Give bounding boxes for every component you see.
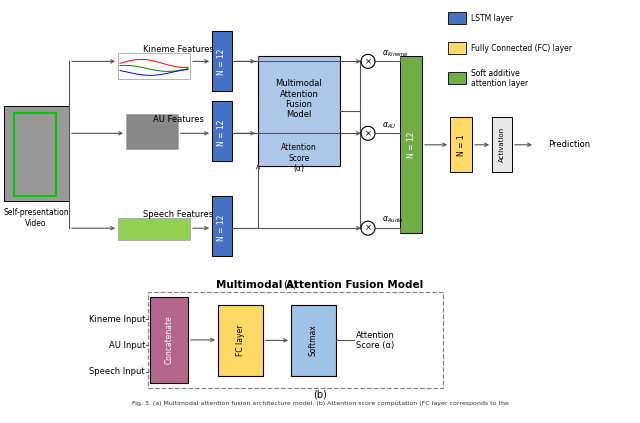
FancyBboxPatch shape xyxy=(291,305,336,376)
Text: Soft additive
attention layer: Soft additive attention layer xyxy=(471,69,528,88)
FancyBboxPatch shape xyxy=(118,218,190,240)
Text: $\alpha_{Kineme}$: $\alpha_{Kineme}$ xyxy=(382,48,409,59)
Text: ×: × xyxy=(365,129,371,138)
Text: Self-presentation
Video: Self-presentation Video xyxy=(3,208,69,228)
Text: Attention
Score (α): Attention Score (α) xyxy=(356,331,395,350)
FancyBboxPatch shape xyxy=(212,31,232,91)
Text: (a): (a) xyxy=(283,279,297,289)
Text: AU Input: AU Input xyxy=(109,341,145,350)
Text: FC layer: FC layer xyxy=(236,325,245,356)
Text: Kineme Input: Kineme Input xyxy=(88,315,145,324)
Text: Prediction: Prediction xyxy=(548,140,590,149)
Text: LSTM layer: LSTM layer xyxy=(471,14,513,23)
Text: N = 12: N = 12 xyxy=(218,48,227,74)
Text: N = 12: N = 12 xyxy=(218,120,227,146)
Text: N = 1: N = 1 xyxy=(456,134,465,156)
FancyBboxPatch shape xyxy=(400,56,422,233)
FancyBboxPatch shape xyxy=(448,42,466,55)
FancyBboxPatch shape xyxy=(218,305,263,376)
FancyBboxPatch shape xyxy=(212,196,232,256)
Text: Fully Connected (FC) layer: Fully Connected (FC) layer xyxy=(471,44,572,53)
Text: ×: × xyxy=(365,224,371,233)
Text: Speech Input: Speech Input xyxy=(90,367,145,376)
Text: Multimodal
Attention
Fusion
Model: Multimodal Attention Fusion Model xyxy=(276,79,323,119)
Text: Speech Features: Speech Features xyxy=(143,210,213,219)
FancyBboxPatch shape xyxy=(126,114,178,149)
FancyBboxPatch shape xyxy=(4,106,69,201)
Text: N = 12: N = 12 xyxy=(406,132,415,158)
Text: $\alpha_{Audio}$: $\alpha_{Audio}$ xyxy=(382,215,404,225)
Text: Kineme Features: Kineme Features xyxy=(143,45,213,54)
FancyBboxPatch shape xyxy=(118,53,190,80)
Text: ×: × xyxy=(365,57,371,66)
Text: Fig. 3. (a) Multimodal attention fusion architecture model. (b) Attention score : Fig. 3. (a) Multimodal attention fusion … xyxy=(132,401,508,406)
FancyBboxPatch shape xyxy=(450,117,472,172)
Text: N = 12: N = 12 xyxy=(218,215,227,242)
Text: $\alpha_{AU}$: $\alpha_{AU}$ xyxy=(382,120,397,131)
Text: Activation: Activation xyxy=(499,127,505,162)
FancyBboxPatch shape xyxy=(212,102,232,161)
Text: Softmax: Softmax xyxy=(309,324,318,356)
Text: (b): (b) xyxy=(313,390,327,400)
Text: Concatenate: Concatenate xyxy=(164,316,173,364)
FancyBboxPatch shape xyxy=(150,297,188,382)
Text: Attention
Score
(α): Attention Score (α) xyxy=(281,143,317,173)
FancyBboxPatch shape xyxy=(492,117,512,172)
Text: AU Features: AU Features xyxy=(152,115,204,124)
FancyBboxPatch shape xyxy=(448,12,466,25)
FancyBboxPatch shape xyxy=(258,56,340,166)
Text: Multimodal Attention Fusion Model: Multimodal Attention Fusion Model xyxy=(216,280,424,290)
FancyBboxPatch shape xyxy=(448,72,466,84)
